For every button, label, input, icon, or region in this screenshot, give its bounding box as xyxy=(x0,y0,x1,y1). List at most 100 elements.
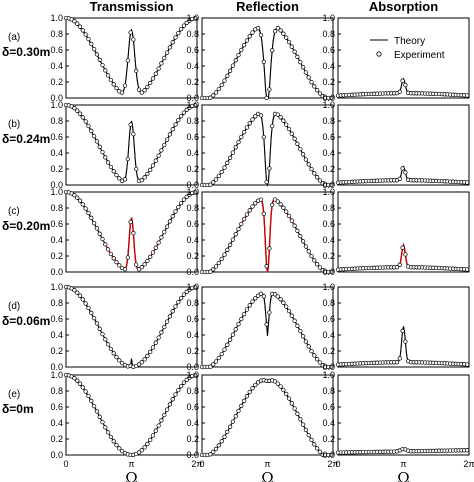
experiment-point xyxy=(328,95,334,101)
experiment-point xyxy=(317,178,323,183)
experiment-point xyxy=(136,267,142,272)
experiment-point xyxy=(213,90,219,95)
experiment-point xyxy=(272,197,278,202)
y-tick-label: 1.0 xyxy=(50,282,63,292)
experiment-point xyxy=(75,195,80,200)
experiment-point xyxy=(105,430,111,435)
experiment-point xyxy=(128,219,133,225)
experiment-point xyxy=(247,34,252,39)
experiment-point xyxy=(267,246,272,251)
experiment-point xyxy=(298,328,303,334)
experiment-point xyxy=(236,139,241,145)
y-tick-label: 0.8 xyxy=(322,203,335,213)
experiment-point xyxy=(213,359,219,364)
experiment-point xyxy=(219,82,224,88)
experiment-point xyxy=(153,71,158,76)
y-tick-label: 0.8 xyxy=(186,29,199,39)
experiment-point xyxy=(286,308,292,314)
x-axis-label: Ω xyxy=(125,469,137,482)
theory-line xyxy=(66,19,197,93)
experiment-point xyxy=(300,422,306,427)
experiment-point xyxy=(250,299,255,304)
experiment-point xyxy=(208,452,213,457)
experiment-point xyxy=(86,393,91,399)
experiment-point xyxy=(275,294,280,299)
y-tick-label: 0.4 xyxy=(50,61,63,71)
experiment-point xyxy=(464,267,470,272)
experiment-point xyxy=(173,122,178,127)
experiment-point xyxy=(136,362,142,367)
panel-frame xyxy=(337,286,470,368)
experiment-point xyxy=(236,408,241,414)
experiment-point xyxy=(150,76,156,81)
experiment-point xyxy=(275,112,280,117)
y-tick-label: 0.6 xyxy=(186,45,199,55)
experiment-point xyxy=(253,296,258,301)
experiment-point xyxy=(216,86,221,92)
y-tick-label: 0.8 xyxy=(50,203,63,213)
experiment-point xyxy=(227,337,233,342)
experiment-point xyxy=(244,212,250,217)
theory-line xyxy=(66,191,197,270)
y-tick-label: 1.0 xyxy=(50,13,63,23)
row-label: (b) xyxy=(8,119,20,130)
experiment-point xyxy=(100,236,105,242)
panel-frame xyxy=(201,286,334,368)
experiment-point xyxy=(281,205,286,210)
experiment-point xyxy=(145,441,150,447)
experiment-point xyxy=(178,200,184,206)
experiment-point xyxy=(97,57,102,62)
experiment-point xyxy=(173,35,178,40)
experiment-point xyxy=(89,310,94,316)
experiment-point xyxy=(270,202,275,208)
experiment-point xyxy=(314,446,320,451)
y-tick-label: 0.2 xyxy=(50,346,63,356)
experiment-point xyxy=(170,397,175,402)
experiment-point xyxy=(181,23,187,28)
experiment-point xyxy=(208,269,213,274)
experiment-point xyxy=(173,209,178,214)
experiment-point xyxy=(222,434,227,439)
experiment-point xyxy=(258,113,264,118)
experiment-point xyxy=(150,250,156,255)
experiment-point xyxy=(192,103,198,108)
y-tick-label: 0.4 xyxy=(50,330,63,340)
experiment-point xyxy=(289,313,294,318)
panel-frame xyxy=(65,374,198,456)
experiment-point xyxy=(230,419,236,424)
experiment-point xyxy=(281,31,286,36)
y-tick-label: 0.6 xyxy=(50,402,63,412)
experiment-point xyxy=(239,134,244,140)
experiment-point xyxy=(176,117,181,123)
experiment-point xyxy=(72,193,77,198)
experiment-point xyxy=(119,360,125,366)
theory-line xyxy=(66,106,197,181)
experiment-point xyxy=(286,396,292,401)
experiment-point xyxy=(241,311,247,317)
row-delta-label: δ=0.30m xyxy=(2,45,50,59)
experiment-point xyxy=(275,26,280,31)
y-tick-label: 0.2 xyxy=(50,77,63,87)
panel-frame xyxy=(201,374,334,456)
experiment-point xyxy=(261,211,266,216)
experiment-point xyxy=(83,119,88,124)
experiment-point xyxy=(250,117,255,122)
experiment-point xyxy=(255,293,261,298)
experiment-point xyxy=(247,208,252,213)
experiment-point xyxy=(119,90,125,95)
experiment-point xyxy=(170,40,175,45)
theory-line xyxy=(66,286,197,368)
experiment-point xyxy=(176,30,181,36)
experiment-point xyxy=(312,442,317,447)
y-tick-label: 0.0 xyxy=(50,93,63,103)
experiment-point xyxy=(267,87,272,92)
y-tick-label: 0.4 xyxy=(186,418,199,428)
experiment-point xyxy=(111,82,116,87)
experiment-point xyxy=(292,223,297,228)
experiment-point xyxy=(253,114,258,119)
experiment-point xyxy=(264,264,269,269)
panel-frame xyxy=(337,191,470,273)
experiment-point xyxy=(261,59,266,64)
experiment-point xyxy=(164,137,170,142)
experiment-point xyxy=(75,290,80,295)
